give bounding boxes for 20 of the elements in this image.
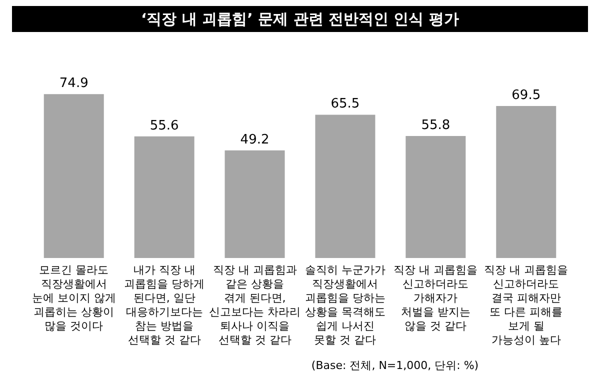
x-tick-label: 솔직히 누군가가 직장생활에서 괴롭힘을 당하는 상황을 목격해도 쉽게 나서진 못할 것 같다 [304,264,386,346]
data-label: 55.6 [150,118,179,134]
data-label: 55.8 [421,118,450,133]
data-label: 69.5 [512,88,541,103]
bar [134,136,194,258]
x-tick-label: 모르긴 몰라도 직장생활에서 눈에 보이지 않게 괴롭히는 상황이 많을 것이다 [32,264,116,332]
x-tick-label: 내가 직장 내 괴롭힘을 당하게 된다면, 일단 대응하기보다는 참는 방법을 선택할 것 같다 [124,264,205,346]
x-tick-label: 직장 내 괴롭힘과 같은 상황을 겪게 된다면, 신고보다는 차라리 퇴사나 이직을 선택할 것 같다 [209,264,301,346]
bar [496,106,556,258]
x-tick-label: 직장 내 괴롭힘을 신고하더라도 가해자가 처벌을 받지는 않을 것 같다 [394,264,478,332]
bar [224,150,285,258]
chart-title: ‘직장 내 괴롭힘’ 문제 관련 전반적인 인식 평가 [12,6,588,32]
text: (Base: 전체, N=1,000, 단위: %) [310,358,480,373]
bar [44,94,104,258]
bar [315,114,376,258]
data-label: 49.2 [240,132,270,148]
data-label: 65.5 [330,96,360,112]
x-tick-label: 직장 내 괴롭힘을 신고하더라도 결국 피해자만 또 다른 피해를 보게 될 가능성이 높다 [484,264,568,346]
data-label: 74.9 [59,76,88,92]
bar [406,136,466,258]
